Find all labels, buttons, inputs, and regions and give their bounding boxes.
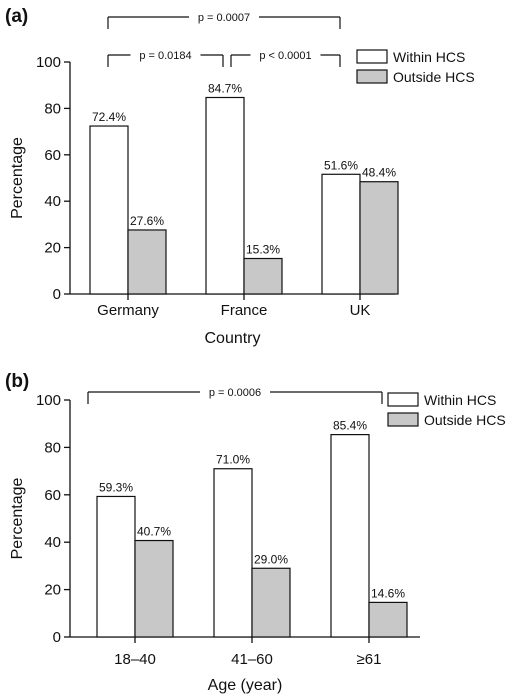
x-category-label: UK [350,302,371,319]
y-tick-label: 100 [36,392,61,409]
panel-b: (b) 0 20 40 60 80 100 Percentage Age (year) 18–40… [5,371,506,694]
legend-swatch [387,392,419,407]
legend-label: Within HCS [393,49,465,65]
bar-outside-hcs [251,567,291,638]
y-tick-label: 100 [36,54,61,71]
legend-label: Outside HCS [424,412,506,428]
data-label: 27.6% [130,214,164,228]
x-category-label: Germany [97,302,159,319]
y-tick-label: 80 [44,439,61,456]
legend-label: Within HCS [424,392,496,408]
legend: Within HCS Outside HCS [356,49,475,85]
bar-within-hcs [321,173,361,295]
p-value-label: p = 0.0006 [209,387,261,399]
y-tick-label: 40 [44,534,61,551]
y-tick-label: 0 [53,629,61,646]
significance-bracket: p = 0.0184 [107,50,224,67]
significance-bracket: p = 0.0007 [107,12,341,29]
y-tick-label: 0 [53,286,61,303]
bar-within-hcs [89,125,129,295]
data-label: 84.7% [208,81,242,95]
legend: Within HCS Outside HCS [387,392,506,428]
bar-outside-hcs [243,257,283,295]
x-category-label: 41–60 [231,651,273,668]
x-axis-title: Age (year) [208,677,283,694]
bar-within-hcs [330,434,370,638]
legend-swatch [356,49,388,64]
y-tick-label: 40 [44,193,61,210]
panel-a: (a) 0 20 40 60 80 100 Percentage Country Germany 7… [5,6,475,347]
data-label: 15.3% [246,243,280,257]
p-value-label: p = 0.0184 [139,50,191,62]
y-axis-title: Percentage [9,477,26,559]
x-category-label: ≥61 [357,651,382,668]
bar-outside-hcs [368,601,408,638]
data-label: 14.6% [371,586,405,600]
bar-outside-hcs [127,229,167,295]
data-label: 40.7% [137,525,171,539]
p-value-label: p < 0.0001 [259,50,311,62]
data-label: 48.4% [362,166,396,180]
data-label: 59.3% [99,480,133,494]
y-tick-label: 20 [44,582,61,599]
y-tick-label: 60 [44,487,61,504]
y-axis-title: Percentage [9,137,26,219]
bar-within-hcs [205,96,245,295]
significance-bracket: p < 0.0001 [230,50,341,67]
y-tick-label: 20 [44,240,61,257]
data-label: 29.0% [254,552,288,566]
bar-within-hcs [96,495,136,638]
significance-bracket: p = 0.0006 [87,387,383,404]
data-label: 72.4% [92,110,126,124]
x-category-label: France [221,302,268,319]
legend-label: Outside HCS [393,69,475,85]
bar-outside-hcs [134,539,174,638]
x-axis-title: Country [204,330,260,347]
legend-swatch [356,69,388,84]
data-label: 51.6% [324,158,358,172]
y-tick-label: 60 [44,147,61,164]
x-category-label: 18–40 [114,651,156,668]
data-label: 71.0% [216,453,250,467]
bar-outside-hcs [359,181,399,295]
p-value-label: p = 0.0007 [198,12,250,24]
panel-label: (b) [5,371,29,392]
data-label: 85.4% [333,419,367,433]
bar-within-hcs [213,468,253,638]
legend-swatch [387,412,419,427]
panel-label: (a) [5,6,28,27]
y-tick-label: 80 [44,100,61,117]
